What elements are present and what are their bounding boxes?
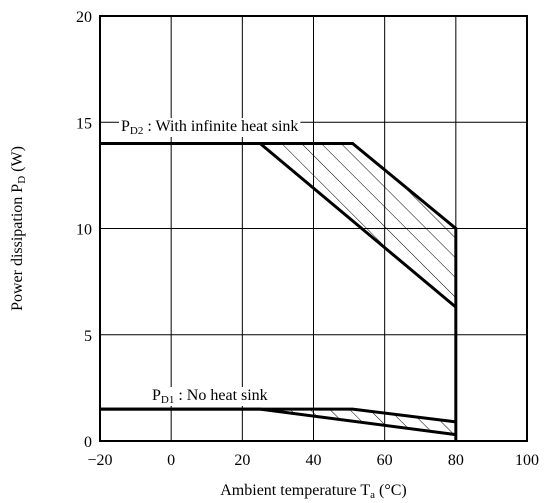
- curve-lower-0: [100, 142, 457, 309]
- label-background: [119, 118, 301, 137]
- y-tick-label: 0: [84, 434, 92, 451]
- x-tick-label: 80: [448, 452, 464, 469]
- series-label-pd1: PD1 : No heat sink: [152, 387, 268, 406]
- x-axis-title: Ambient temperature Ta (°C): [220, 482, 407, 501]
- grid: [100, 16, 527, 441]
- y-tick-label: 20: [76, 9, 92, 26]
- hatched-band-1: [100, 409, 456, 435]
- y-tick-label: 5: [84, 328, 92, 345]
- x-tick-label: −20: [87, 452, 112, 469]
- curves: [100, 142, 458, 441]
- x-tick-label: 0: [167, 452, 175, 469]
- x-tick-label: 20: [234, 452, 250, 469]
- y-tick-label: 10: [76, 222, 92, 239]
- hatched-band-0: [100, 143, 456, 441]
- y-tick-label: 15: [76, 115, 92, 132]
- y-axis-title: Power dissipation PD (W): [9, 146, 28, 311]
- plot-frame: [99, 15, 528, 442]
- series-label-pd2: PD2 : With infinite heat sink: [121, 118, 298, 137]
- curve-lower-1: [100, 407, 457, 437]
- hatched-bands: [100, 143, 456, 441]
- x-tick-label: 40: [306, 452, 322, 469]
- x-tick-label: 60: [377, 452, 393, 469]
- x-tick-label: 100: [515, 452, 539, 469]
- label-background: [150, 387, 270, 406]
